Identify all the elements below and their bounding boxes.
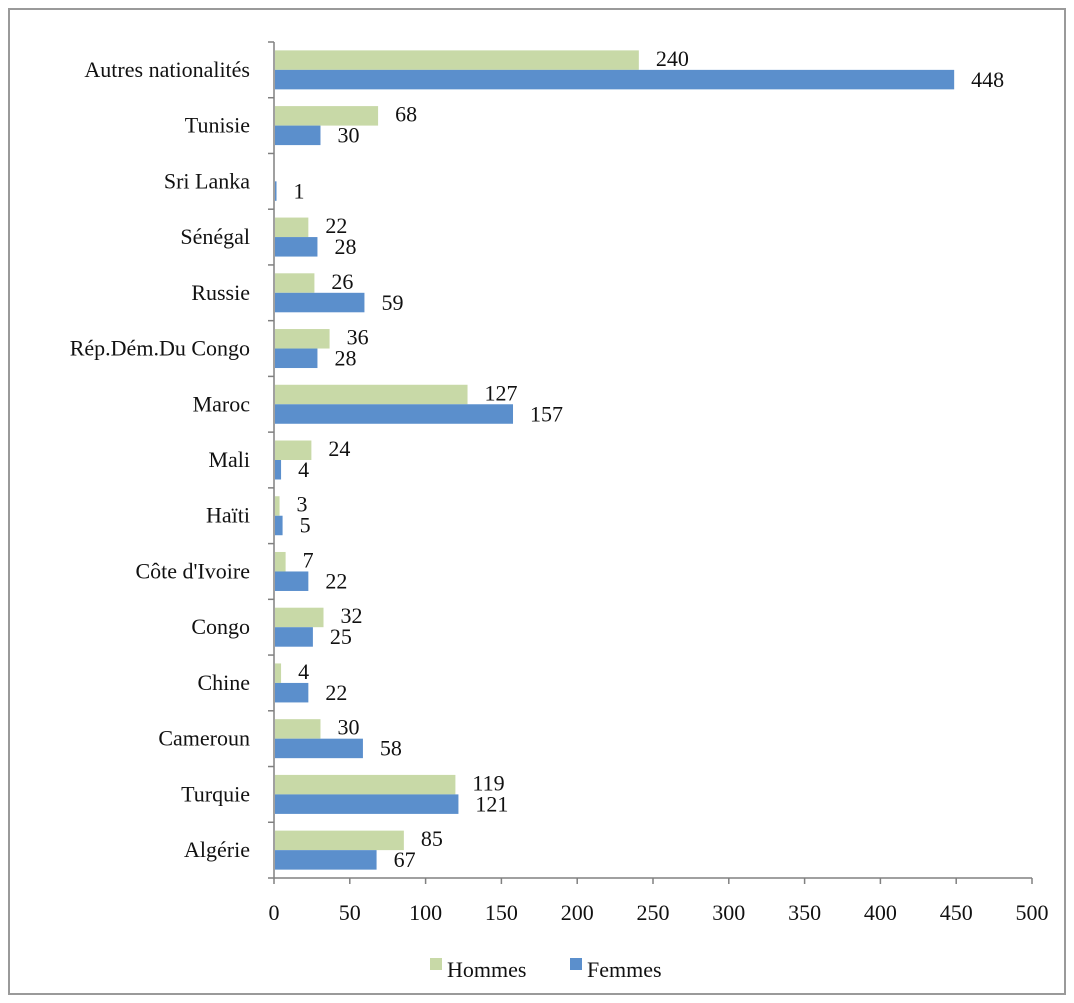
bar-hommes <box>275 830 404 851</box>
value-label-hommes: 36 <box>347 325 369 350</box>
value-label-hommes: 7 <box>303 547 314 572</box>
bar-hommes <box>275 719 321 739</box>
value-label-femmes: 157 <box>530 401 563 426</box>
value-label-hommes: 85 <box>421 826 443 851</box>
bar-femmes <box>275 627 313 647</box>
bar-femmes <box>275 682 309 703</box>
legend-swatch-femmes <box>570 958 582 970</box>
bar-femmes <box>275 292 365 313</box>
value-label-hommes: 22 <box>325 213 347 238</box>
bar-hommes <box>275 496 280 516</box>
value-label-hommes: 24 <box>328 436 350 461</box>
category-label: Chine <box>197 670 250 695</box>
bar-hommes <box>275 273 315 293</box>
x-tick-label: 250 <box>637 900 670 925</box>
value-label-femmes: 121 <box>475 791 508 816</box>
category-label: Sri Lanka <box>164 168 250 193</box>
value-label-hommes: 32 <box>341 603 363 628</box>
bar-femmes <box>275 237 318 257</box>
value-label-femmes: 22 <box>325 680 347 705</box>
bar-femmes <box>275 850 377 870</box>
bar-femmes <box>275 348 318 369</box>
value-label-hommes: 3 <box>297 492 308 517</box>
bar-hommes <box>275 440 312 460</box>
value-label-femmes: 28 <box>334 234 356 259</box>
bar-femmes <box>275 794 459 814</box>
category-label: Congo <box>191 614 250 639</box>
x-tick-label: 450 <box>940 900 973 925</box>
x-tick-label: 200 <box>561 900 594 925</box>
x-tick-labels: 0 50 100 150 200 250 300 350 400 450 500 <box>269 900 1049 925</box>
category-label: Autres nationalités <box>84 57 250 82</box>
bar-hommes <box>275 663 282 683</box>
bar-femmes <box>275 571 309 591</box>
bar-femmes <box>275 460 282 480</box>
category-label: Algérie <box>184 837 250 862</box>
value-label-femmes: 22 <box>325 568 347 593</box>
category-label: Rép.Dém.Du Congo <box>70 336 250 361</box>
bar-hommes <box>275 329 330 349</box>
value-label-hommes: 240 <box>656 46 689 71</box>
category-label: Cameroun <box>158 726 250 751</box>
legend-swatch-hommes <box>430 958 442 970</box>
x-tick-label: 400 <box>864 900 897 925</box>
legend: Hommes Femmes <box>430 957 662 982</box>
value-label-femmes: 5 <box>300 513 311 538</box>
x-tick-label: 300 <box>712 900 745 925</box>
x-tick-label: 150 <box>485 900 518 925</box>
category-label: Haïti <box>206 503 250 528</box>
value-labels: 2404486830122282659362812715724435722322… <box>294 46 1005 872</box>
legend-label-hommes: Hommes <box>447 957 526 982</box>
value-label-femmes: 59 <box>381 290 403 315</box>
value-label-hommes: 26 <box>331 269 353 294</box>
bar-femmes <box>275 404 514 424</box>
bar-femmes <box>275 181 277 201</box>
bar-femmes <box>275 515 283 536</box>
value-label-femmes: 4 <box>298 457 309 482</box>
value-label-femmes: 67 <box>394 847 416 872</box>
x-tick-label: 500 <box>1016 900 1049 925</box>
value-label-hommes: 119 <box>472 770 504 795</box>
chart-frame <box>8 8 1066 995</box>
value-label-femmes: 58 <box>380 736 402 761</box>
category-label: Tunisie <box>185 113 250 138</box>
category-label: Turquie <box>181 781 250 806</box>
bar-hommes <box>275 217 309 238</box>
bar-femmes <box>275 125 321 146</box>
value-label-hommes: 4 <box>298 659 309 684</box>
bar-femmes <box>275 738 363 759</box>
bar-hommes <box>275 551 286 572</box>
bar-femmes <box>275 69 955 90</box>
legend-label-femmes: Femmes <box>587 957 662 982</box>
x-tick-label: 350 <box>788 900 821 925</box>
bar-hommes <box>275 607 324 628</box>
value-label-femmes: 25 <box>330 624 352 649</box>
category-labels: Autres nationalités Tunisie Sri Lanka Sénég… <box>70 57 250 862</box>
bar-hommes <box>275 106 379 126</box>
x-tick-label: 0 <box>269 900 280 925</box>
bar-hommes <box>275 774 456 795</box>
category-label: Côte d'Ivoire <box>135 558 250 583</box>
value-label-femmes: 1 <box>294 178 305 203</box>
value-label-femmes: 28 <box>334 346 356 371</box>
category-label: Russie <box>191 280 250 305</box>
value-label-hommes: 68 <box>395 102 417 127</box>
value-label-femmes: 30 <box>337 123 359 148</box>
bars-group <box>275 50 955 870</box>
x-tick-label: 100 <box>409 900 442 925</box>
x-tick-label: 50 <box>339 900 361 925</box>
value-label-hommes: 127 <box>485 380 518 405</box>
axes-group <box>268 41 1033 884</box>
bar-hommes <box>275 384 468 405</box>
category-label: Sénégal <box>180 224 250 249</box>
value-label-hommes: 30 <box>337 715 359 740</box>
bar-hommes <box>275 50 639 70</box>
value-label-femmes: 448 <box>971 67 1004 92</box>
category-label: Mali <box>208 447 250 472</box>
category-label: Maroc <box>193 391 251 416</box>
